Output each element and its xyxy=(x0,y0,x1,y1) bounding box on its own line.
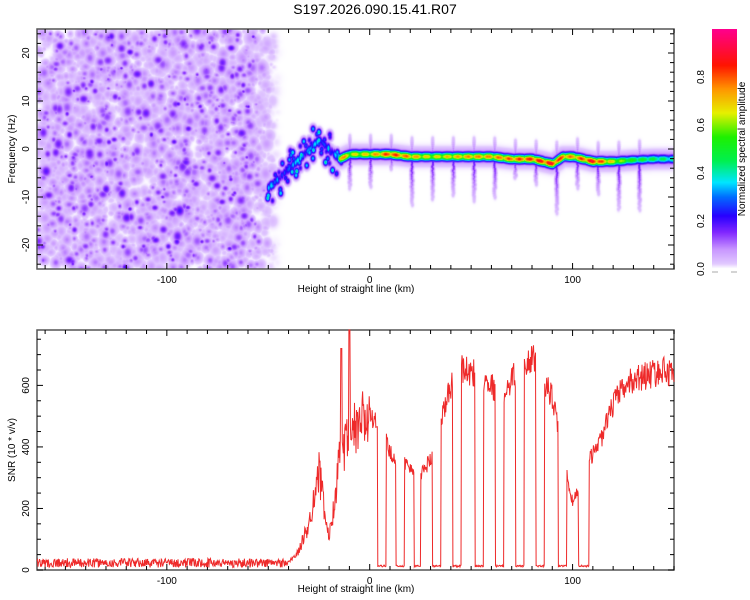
snr-y-label: SNR (10 * v/v) xyxy=(7,418,18,482)
spectrogram-y-tick-label: -10 xyxy=(21,189,32,204)
spectrogram-frame xyxy=(36,28,675,270)
colorbar-tick-label: 0.6 xyxy=(696,118,707,132)
snr-y-tick-label: 200 xyxy=(21,500,32,517)
snr-y-tick-label: 600 xyxy=(21,377,32,394)
snr-series-line xyxy=(36,329,675,569)
colorbar-tick-label: 0.0 xyxy=(696,262,707,276)
spectrogram-y-tick-label: 20 xyxy=(21,47,32,59)
colorbar-label: Normalized spectral amplitude xyxy=(737,81,748,216)
colorbar-tick-label: 0.2 xyxy=(696,214,707,228)
snr-y-tick-label: 0 xyxy=(21,567,32,573)
spectrogram-y-label: Frequency (Hz) xyxy=(7,115,18,184)
colorbar-axes: 0.0 0.2 0.4 0.6 0.8 xyxy=(696,70,737,276)
colorbar-tick-label: 0.8 xyxy=(696,70,707,84)
snr-axes: -100 0 100 0 200 400 600 xyxy=(21,329,675,587)
chart-title: S197.2026.090.15.41.R07 xyxy=(293,1,457,17)
snr-x-label: Height of straight line (km) xyxy=(298,584,415,595)
spectrogram-x-tick-label: 100 xyxy=(564,275,581,286)
spectrogram-x-tick-label: -100 xyxy=(157,275,177,286)
spectrogram-y-tick-label: 10 xyxy=(21,95,32,107)
spectrogram-y-tick-label: 0 xyxy=(21,146,32,152)
snr-x-tick-label: -100 xyxy=(157,576,177,587)
snr-x-tick-label: 0 xyxy=(367,576,373,587)
colorbar-gradient xyxy=(712,29,737,269)
spectrogram-x-tick-label: 0 xyxy=(367,275,373,286)
snr-frame xyxy=(36,329,675,571)
colorbar-tick-label: 0.4 xyxy=(696,166,707,180)
spectrogram-heatmap xyxy=(37,29,674,269)
snr-y-tick-label: 400 xyxy=(21,438,32,455)
spectrogram-y-tick-label: -20 xyxy=(21,237,32,252)
spectrogram-x-label: Height of straight line (km) xyxy=(298,284,415,295)
snr-x-tick-label: 100 xyxy=(564,576,581,587)
